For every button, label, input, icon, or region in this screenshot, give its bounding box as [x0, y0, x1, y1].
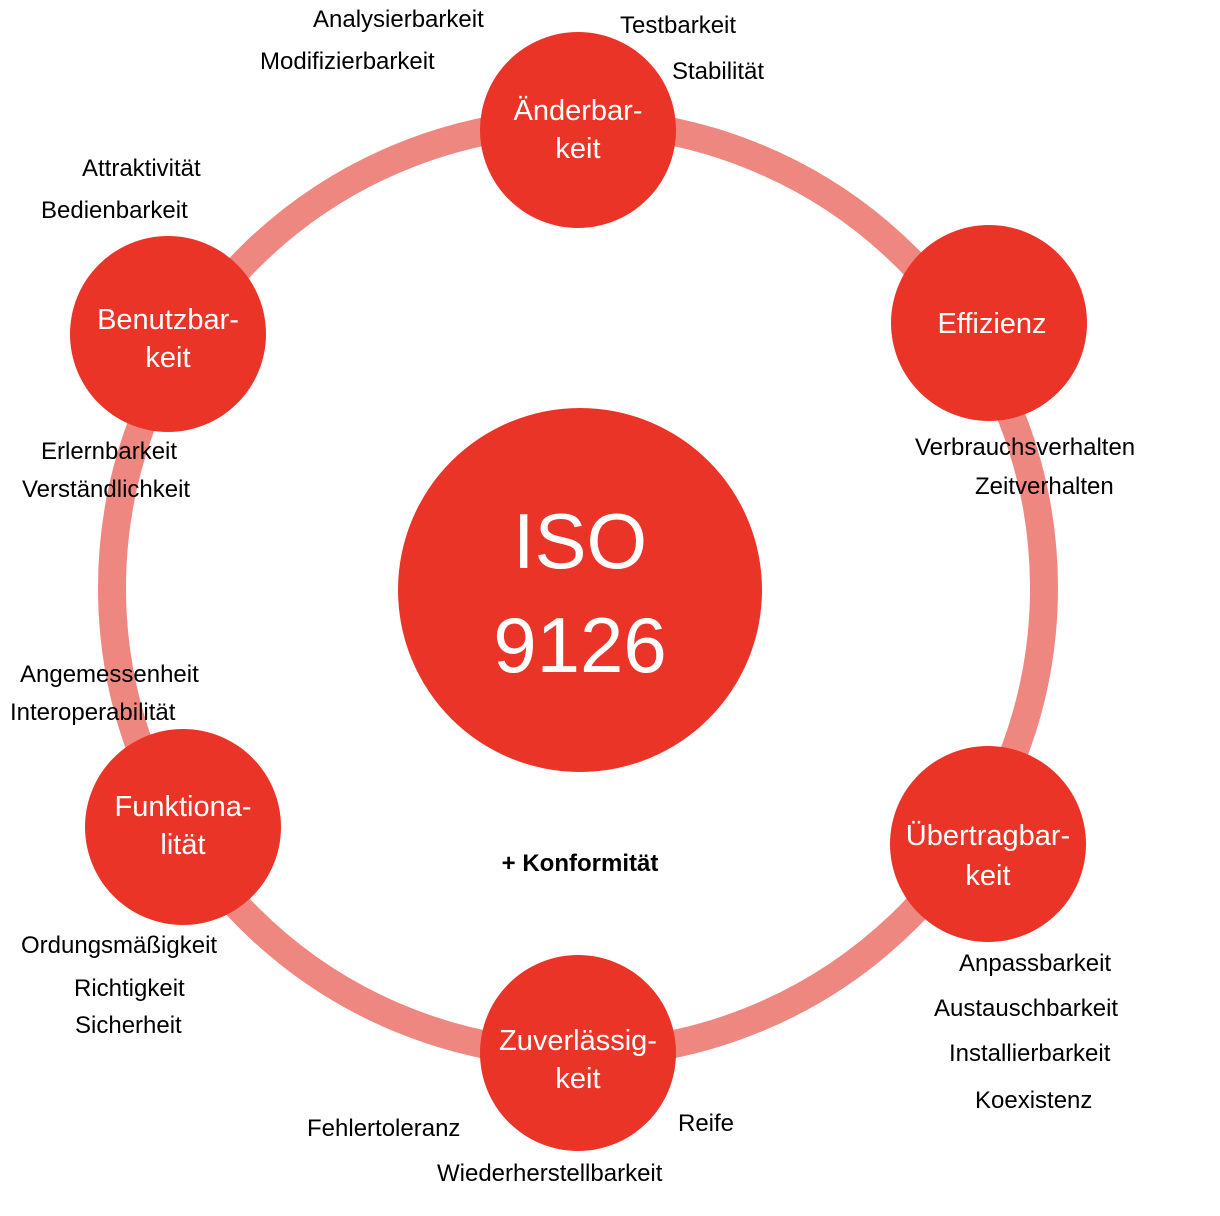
sub-fehlertoleranz: Fehlertoleranz — [307, 1115, 460, 1142]
node-effizienz: Effizienz — [891, 225, 1087, 421]
sub-analysierbarkeit: Analysierbarkeit — [313, 6, 484, 33]
node-zuverlaessigkeit-label-line2: keit — [555, 1063, 600, 1095]
sub-erlernbarkeit: Erlernbarkeit — [41, 438, 177, 465]
node-zuverlaessigkeit: Zuverlässig- keit — [480, 955, 676, 1151]
sub-interoperabilitaet: Interoperabilität — [10, 699, 176, 726]
sub-zeitverhalten: Zeitverhalten — [975, 473, 1114, 500]
node-zuverlaessigkeit-label-line1: Zuverlässig- — [499, 1025, 657, 1057]
node-benutzbarkeit-label-line1: Benutzbar- — [97, 304, 239, 336]
sub-installierbarkeit: Installierbarkeit — [949, 1040, 1111, 1067]
center-node: ISO 9126 — [398, 408, 762, 772]
node-benutzbarkeit: Benutzbar- keit — [70, 236, 266, 432]
center-title-line2: 9126 — [493, 601, 667, 689]
sub-bedienbarkeit: Bedienbarkeit — [41, 197, 188, 224]
node-aenderbarkeit-circle — [480, 32, 676, 228]
sub-austauschbarkeit: Austauschbarkeit — [934, 995, 1118, 1022]
sub-modifizierbarkeit: Modifizierbarkeit — [260, 48, 435, 75]
sub-testbarkeit: Testbarkeit — [620, 12, 736, 39]
node-benutzbarkeit-circle — [70, 236, 266, 432]
sub-anpassbarkeit: Anpassbarkeit — [959, 950, 1111, 977]
node-funktionalitaet-label-line1: Funktiona- — [114, 791, 251, 823]
node-uebertragbarkeit: Übertragbar- keit — [890, 746, 1086, 942]
center-title-line1: ISO — [513, 497, 647, 585]
sub-sicherheit: Sicherheit — [75, 1012, 182, 1039]
sub-reife: Reife — [678, 1110, 734, 1137]
sub-attraktivitaet: Attraktivität — [82, 155, 201, 182]
sub-ordungsmaessigkeit: Ordungsmäßigkeit — [21, 932, 217, 959]
sub-stabilitaet: Stabilität — [672, 58, 764, 85]
node-funktionalitaet-label-line2: lität — [160, 829, 205, 861]
konformitaet-note: + Konformität — [502, 850, 659, 877]
node-aenderbarkeit: Änderbar- keit — [480, 32, 676, 228]
center-circle — [398, 408, 762, 772]
node-zuverlaessigkeit-circle — [480, 955, 676, 1151]
node-aenderbarkeit-label-line2: keit — [555, 133, 600, 165]
node-benutzbarkeit-label-line2: keit — [145, 342, 190, 374]
node-effizienz-circle — [891, 225, 1087, 421]
sub-angemessenheit: Angemessenheit — [20, 661, 199, 688]
sub-wiederherstellbarkeit: Wiederherstellbarkeit — [437, 1160, 663, 1187]
node-effizienz-label: Effizienz — [937, 308, 1046, 340]
node-funktionalitaet-circle — [85, 729, 281, 925]
node-funktionalitaet: Funktiona- lität — [85, 729, 281, 925]
sub-richtigkeit: Richtigkeit — [74, 975, 185, 1002]
node-uebertragbarkeit-circle — [890, 746, 1086, 942]
node-uebertragbarkeit-label-line1: Übertragbar- — [906, 820, 1070, 852]
node-aenderbarkeit-label-line1: Änderbar- — [514, 95, 643, 127]
sub-koexistenz: Koexistenz — [975, 1087, 1092, 1114]
sub-verstaendlichkeit: Verständlichkeit — [22, 476, 190, 503]
node-uebertragbarkeit-label-line2: keit — [965, 860, 1010, 892]
sub-verbrauchsverhalten: Verbrauchsverhalten — [915, 434, 1135, 461]
